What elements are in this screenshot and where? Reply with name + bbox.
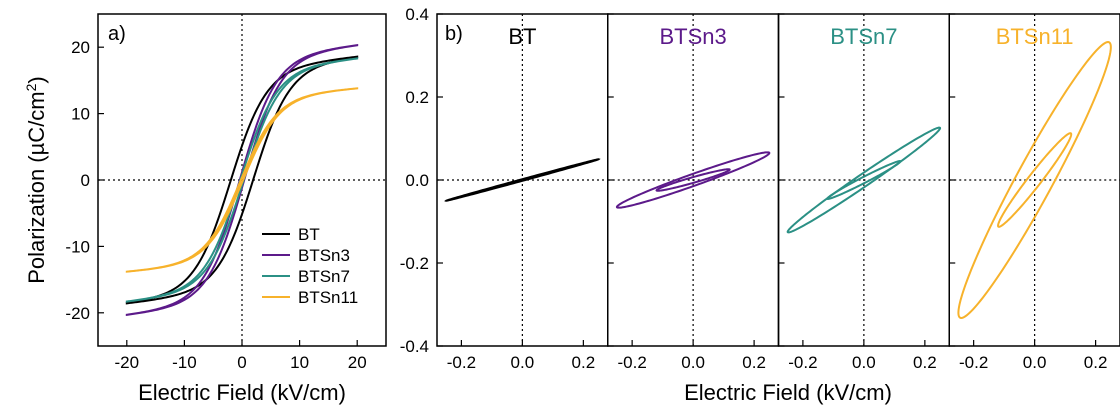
- loop-btsn7-1: [826, 160, 902, 200]
- legend-label-bt: BT: [298, 225, 320, 244]
- subpanel-x-tick-label: -0.2: [447, 353, 476, 372]
- subpanel-bt: -0.2 0.0 0.2 BT: [436, 13, 609, 372]
- subpanel-title-bt: BT: [508, 24, 536, 49]
- panel-a-x-tick-label: -10: [172, 353, 197, 372]
- subpanel-btsn11: -0.2 0.0 0.2 BTSn11: [948, 13, 1120, 372]
- legend-label-btsn7: BTSn7: [298, 267, 350, 286]
- panel-b-label: b): [445, 23, 463, 45]
- panel-a-label: a): [108, 23, 126, 45]
- subpanel-x-tick-label: 0.2: [1084, 353, 1108, 372]
- subpanel-x-tick-label: -0.2: [617, 353, 646, 372]
- subpanel-x-tick-label: 0.2: [742, 353, 766, 372]
- subpanel-title-btsn7: BTSn7: [830, 24, 897, 49]
- panel-a-x-axis-label: Electric Field (kV/cm): [138, 380, 346, 405]
- panel-a-y-axis-label: Polarization (µC/cm2): [23, 76, 49, 284]
- loop-btsn7-0: [786, 126, 942, 234]
- panel-b-x-axis-label: Electric Field (kV/cm): [684, 380, 892, 405]
- subpanel-title-btsn11: BTSn11: [996, 24, 1074, 49]
- subpanel-x-tick-label: 0.0: [1023, 353, 1047, 372]
- panel-b-y-tick-label: 0.0: [405, 171, 429, 190]
- hysteresis-loop-btsn11: [125, 87, 359, 273]
- panel-b-y-tick-label: -0.2: [400, 254, 429, 273]
- subpanel-x-tick-label: -0.2: [788, 353, 817, 372]
- panel-a-y-tick-label: 0: [81, 171, 90, 190]
- panel-a: Polarization (µC/cm2) Electric Field (kV…: [23, 13, 387, 405]
- loop-btsn11-0: [957, 41, 1112, 319]
- hysteresis-loop-btsn7: [125, 57, 359, 303]
- legend-label-btsn11: BTSn11: [298, 288, 358, 307]
- subpanel-title-btsn3: BTSn3: [659, 24, 726, 49]
- subpanel-x-tick-label: 0.0: [852, 353, 876, 372]
- loop-btsn3-1: [655, 168, 731, 192]
- loop-bt-0: [444, 158, 601, 202]
- panel-b-y-tick-label: 0.2: [405, 88, 429, 107]
- subpanel-x-tick-label: 0.0: [681, 353, 705, 372]
- hysteresis-loop-btsn3: [125, 43, 359, 317]
- legend-label-btsn3: BTSn3: [298, 246, 350, 265]
- panel-a-y-tick-label: 20: [71, 38, 90, 57]
- panel-a-x-tick-label: 10: [290, 353, 309, 372]
- panel-b-y-tick-label: 0.4: [405, 5, 429, 24]
- subpanel-btsn7: -0.2 0.0 0.2 BTSn7: [777, 13, 950, 372]
- panel-b: Electric Field (kV/cm) -0.4 -0.2 0.0 0.2 0.4…: [400, 5, 1120, 405]
- loop-btsn3-0: [615, 151, 771, 209]
- subpanel-btsn3: -0.2 0.0 0.2 BTSn3: [607, 13, 780, 372]
- loop-btsn11-1: [997, 132, 1073, 228]
- panel-a-y-tick-label: 10: [71, 105, 90, 124]
- subpanel-x-tick-label: -0.2: [959, 353, 988, 372]
- panel-a-x-tick-label: 0: [237, 353, 246, 372]
- panel-a-x-tick-label: 20: [348, 353, 367, 372]
- subpanel-x-tick-label: 0.0: [511, 353, 535, 372]
- subpanel-x-tick-label: 0.2: [572, 353, 596, 372]
- panel-b-y-tick-label: -0.4: [400, 337, 429, 356]
- subpanel-x-tick-label: 0.2: [913, 353, 937, 372]
- panel-a-y-tick-label: -10: [65, 237, 90, 256]
- panel-a-y-tick-label: -20: [65, 304, 90, 323]
- panel-a-x-tick-label: -20: [115, 353, 140, 372]
